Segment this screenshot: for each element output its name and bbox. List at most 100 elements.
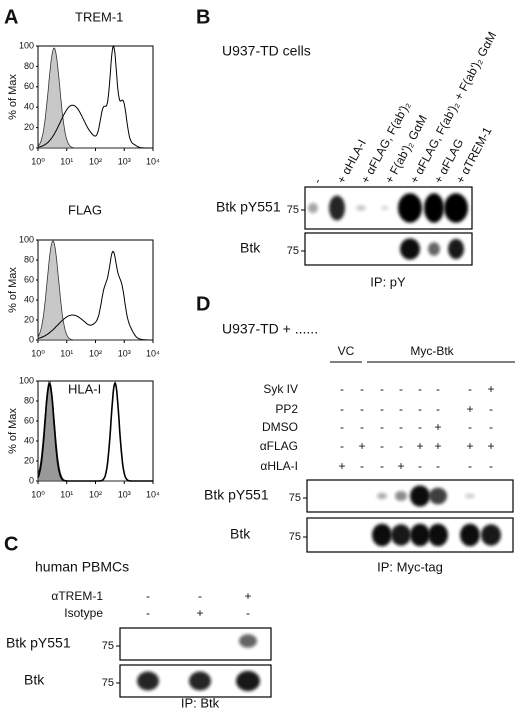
cell: + — [358, 439, 365, 453]
cell: - — [468, 459, 472, 473]
size-marker: 75 — [289, 531, 301, 543]
cell: - — [360, 402, 364, 416]
y-tick-label: 20 — [24, 455, 34, 465]
cell: - — [380, 382, 384, 396]
band — [391, 524, 411, 546]
row-label: αFLAG — [260, 439, 298, 453]
band — [381, 205, 389, 211]
x-tick-label: 10⁰ — [31, 489, 45, 499]
y-tick-label: 20 — [24, 122, 34, 132]
group-label: Myc-Btk — [410, 344, 454, 358]
band — [428, 523, 448, 547]
band — [308, 202, 318, 214]
band — [465, 493, 475, 499]
cell: - — [246, 606, 250, 620]
cell: - — [380, 402, 384, 416]
y-tick-label: 40 — [24, 294, 34, 304]
panel-letter: A — [4, 6, 18, 28]
band — [424, 193, 444, 223]
cell: + — [487, 439, 494, 453]
y-axis-label: % of Max — [7, 74, 19, 120]
x-tick-label: 10⁰ — [31, 156, 45, 166]
blot-label: Btk pY551 — [216, 199, 281, 215]
panel-title: human PBMCs — [35, 559, 129, 575]
x-tick-label: 10² — [89, 489, 102, 499]
band — [395, 490, 407, 502]
y-tick-label: 60 — [24, 415, 34, 425]
band — [410, 485, 430, 507]
plot-title: FLAG — [68, 202, 102, 217]
size-marker: 75 — [102, 677, 114, 689]
band — [398, 193, 422, 223]
cell: - — [360, 459, 364, 473]
x-tick-label: 10⁴ — [146, 348, 160, 358]
row-label: Syk IV — [263, 382, 298, 396]
blot-label: Btk — [240, 240, 261, 256]
cell: - — [436, 459, 440, 473]
band — [429, 487, 447, 505]
band — [410, 523, 430, 547]
cell: - — [399, 402, 403, 416]
cell: - — [436, 382, 440, 396]
y-tick-label: 60 — [24, 81, 34, 91]
panel-title: U937-TD + ...... — [222, 321, 318, 337]
cell: + — [434, 439, 441, 453]
y-tick-label: 0 — [29, 334, 34, 344]
cell: - — [399, 439, 403, 453]
blot-label: Btk — [230, 526, 251, 542]
row-label: Isotype — [64, 606, 103, 620]
row-label: PP2 — [275, 402, 298, 416]
cell: - — [360, 420, 364, 434]
group-label: VC — [338, 344, 355, 358]
y-tick-label: 0 — [29, 475, 34, 485]
y-tick-label: 20 — [24, 314, 34, 324]
ip-label: IP: Btk — [181, 695, 220, 710]
y-axis-label: % of Max — [7, 408, 19, 454]
cell: + — [338, 459, 345, 473]
band — [372, 523, 392, 547]
stain-histogram — [37, 44, 153, 149]
cell: - — [146, 606, 150, 620]
x-tick-label: 10¹ — [60, 348, 73, 358]
band — [448, 238, 464, 260]
cell: + — [416, 439, 423, 453]
x-tick-label: 10⁴ — [146, 156, 160, 166]
blot-frame — [304, 232, 473, 266]
y-tick-label: 100 — [19, 234, 34, 244]
x-tick-label: 10⁰ — [31, 348, 45, 358]
blot-label: Btk pY551 — [204, 487, 269, 503]
ip-label: IP: Myc-tag — [377, 559, 443, 574]
band — [189, 671, 211, 691]
x-tick-label: 10⁴ — [146, 489, 160, 499]
cell: - — [489, 420, 493, 434]
cell: - — [418, 382, 422, 396]
plot-title: TREM-1 — [75, 9, 123, 24]
x-tick-label: 10¹ — [60, 489, 73, 499]
band — [329, 195, 345, 221]
cell: - — [468, 420, 472, 434]
size-marker: 75 — [287, 204, 299, 216]
y-axis-label: % of Max — [7, 267, 19, 313]
band — [137, 671, 159, 691]
stain-histogram — [37, 381, 153, 482]
band — [481, 524, 501, 546]
y-tick-label: 40 — [24, 435, 34, 445]
x-tick-label: 10³ — [118, 156, 131, 166]
cell: - — [468, 382, 472, 396]
cell: - — [489, 402, 493, 416]
blot-label: Btk pY551 — [6, 635, 71, 651]
cell: - — [340, 420, 344, 434]
cell: - — [146, 589, 150, 603]
blot-label: Btk — [24, 672, 45, 688]
isotype-histogram — [37, 47, 153, 149]
panel-letter: C — [4, 533, 18, 555]
cell: - — [340, 402, 344, 416]
isotype-histogram — [37, 240, 153, 341]
band — [400, 238, 420, 260]
y-tick-label: 100 — [19, 40, 34, 50]
cell: - — [418, 459, 422, 473]
band — [239, 634, 257, 648]
cell: - — [340, 439, 344, 453]
cell: - — [380, 439, 384, 453]
plot-title: HLA-I — [68, 381, 101, 396]
